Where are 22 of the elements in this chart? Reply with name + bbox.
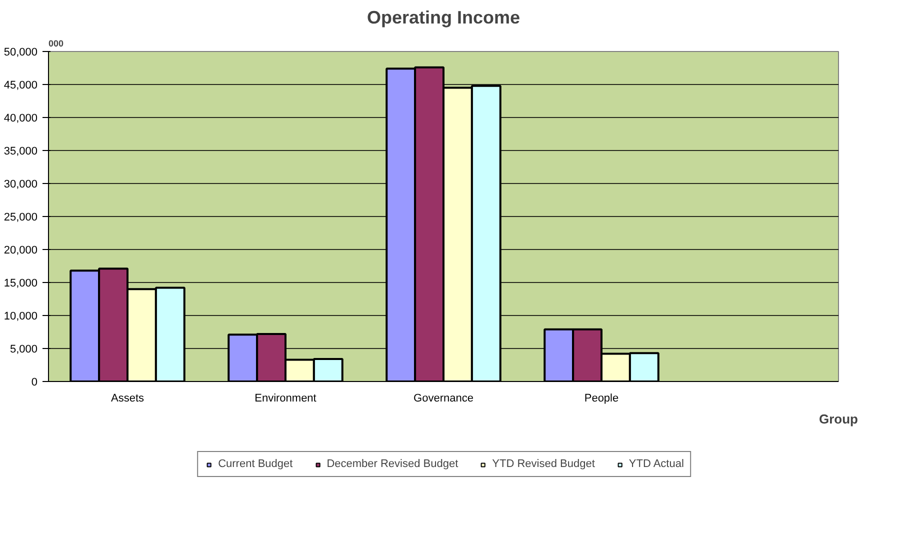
y-tick-label: 30,000 <box>4 178 38 190</box>
y-tick-label: 40,000 <box>4 112 38 124</box>
chart-title: Operating Income <box>366 8 520 28</box>
y-tick-label: 45,000 <box>4 80 38 92</box>
y-tick-label: 25,000 <box>4 212 38 224</box>
y-tick-label: 0 <box>31 376 38 388</box>
legend-label: YTD Revised Budget <box>492 458 595 470</box>
y-tick-label: 20,000 <box>4 244 38 256</box>
x-tick-label: Governance <box>414 392 474 404</box>
x-tick-label: Assets <box>110 392 145 404</box>
y-tick-label: 35,000 <box>4 146 38 158</box>
x-tick-label: People <box>584 392 619 404</box>
y-axis-title: 000 <box>48 38 64 48</box>
x-axis-title: Group <box>819 412 858 426</box>
legend-label: YTD Actual <box>628 458 684 470</box>
y-tick-label: 5,000 <box>10 344 38 356</box>
y-tick-label: 15,000 <box>4 278 38 290</box>
x-tick-label: Environment <box>254 392 316 404</box>
y-tick-label: 50,000 <box>4 46 38 58</box>
legend-label: December Revised Budget <box>326 458 458 470</box>
y-tick-label: 10,000 <box>4 310 38 322</box>
legend-label: Current Budget <box>218 458 293 470</box>
